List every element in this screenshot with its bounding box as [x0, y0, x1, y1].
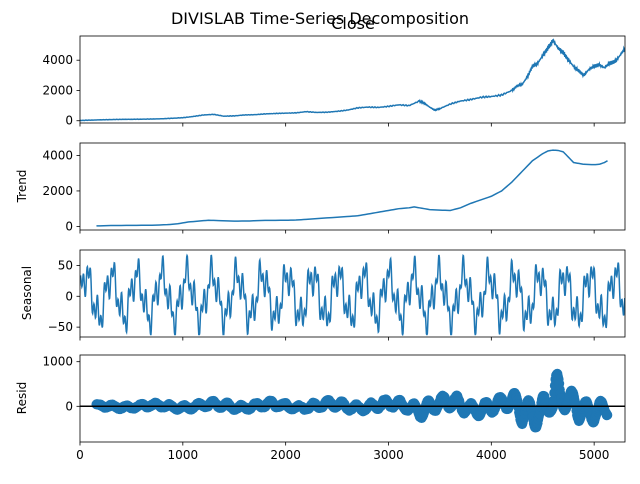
seasonal-panel-frame: [79, 249, 626, 338]
trend-panel-frame: [79, 142, 626, 231]
figure-title: DIVISLAB Time-Series Decomposition: [171, 9, 469, 28]
resid-ylabel: Resid: [15, 382, 29, 414]
close-panel-frame: [79, 35, 626, 124]
seasonal-y-tick-label: 50: [58, 258, 73, 272]
seasonal-panel: Seasonal −50 0 50: [20, 249, 626, 341]
seasonal-ylabel: Seasonal: [20, 266, 34, 320]
resid-panel-frame: [79, 354, 626, 443]
resid-y-tick-label: 0: [65, 399, 73, 413]
seasonal-y-tick-label: 0: [65, 289, 73, 303]
x-tick-label: 5000: [579, 448, 610, 462]
x-tick-label: 2000: [270, 448, 301, 462]
trend-ylabel: Trend: [15, 170, 29, 204]
x-tick-label: 4000: [476, 448, 507, 462]
trend-y-tick-label: 0: [65, 219, 73, 233]
close-y-tick-label: 0: [65, 114, 73, 128]
resid-point: [602, 410, 613, 421]
close-panel: Close 0 2000 4000: [42, 14, 626, 128]
seasonal-series-line: [80, 253, 625, 337]
close-series-line: [80, 38, 625, 122]
x-tick-label: 0: [76, 448, 84, 462]
close-y-tick-label: 4000: [42, 53, 73, 67]
trend-panel: Trend 0 2000 4000: [15, 142, 626, 234]
trend-series-line: [96, 149, 608, 227]
close-y-tick-label: 2000: [42, 83, 73, 97]
resid-panel: Resid 0 1000 2000 3000 4000 5000 0 1000: [15, 354, 626, 462]
resid-y-tick-label: 1000: [42, 355, 73, 369]
x-tick-label: 1000: [168, 448, 199, 462]
x-tick-label: 3000: [373, 448, 404, 462]
trend-y-tick-label: 4000: [42, 148, 73, 162]
trend-y-tick-label: 2000: [42, 184, 73, 198]
seasonal-y-tick-label: −50: [48, 320, 73, 334]
close-panel-title: Close: [331, 14, 375, 33]
